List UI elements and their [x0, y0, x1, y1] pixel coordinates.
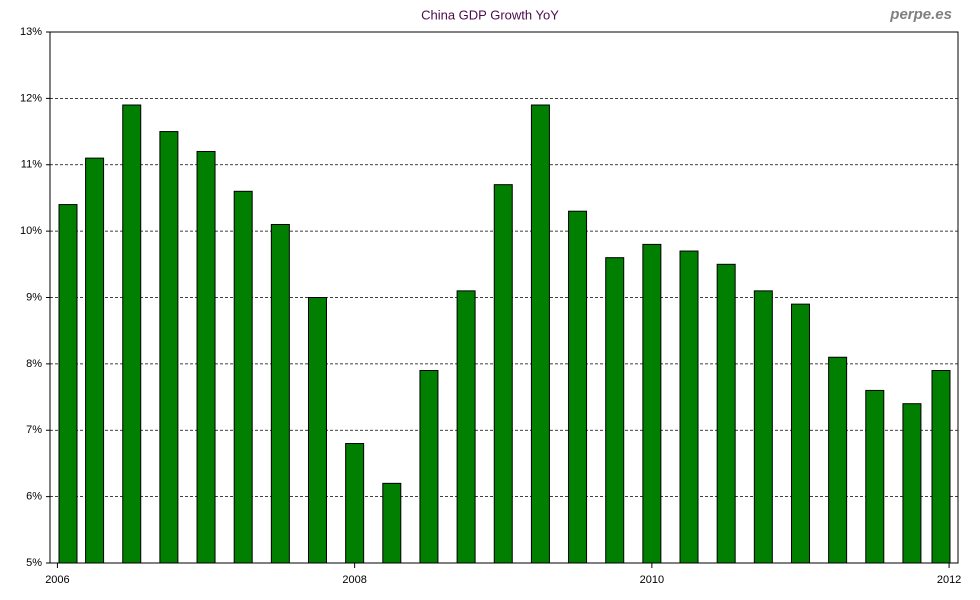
- bar: [307, 297, 327, 564]
- y-tick-label: 9%: [26, 291, 42, 303]
- bar: [679, 250, 699, 564]
- x-tick-label: 2012: [937, 574, 961, 586]
- bar: [716, 263, 736, 564]
- bar: [85, 157, 105, 564]
- bar: [493, 184, 513, 564]
- bar: [790, 303, 810, 564]
- chart-title: China GDP Growth YoY: [421, 7, 559, 22]
- bar: [456, 290, 476, 564]
- bar: [382, 482, 402, 564]
- x-tick-label: 2008: [342, 574, 366, 586]
- bar: [58, 204, 78, 564]
- bar: [270, 223, 290, 564]
- bar: [753, 290, 773, 564]
- bar: [568, 210, 588, 564]
- bar: [233, 190, 253, 564]
- bar: [345, 443, 365, 564]
- bar: [419, 370, 439, 564]
- bar: [902, 403, 922, 564]
- y-tick-label: 12%: [20, 92, 42, 104]
- y-tick-label: 6%: [26, 491, 42, 503]
- bar: [828, 356, 848, 564]
- watermark: perpe.es: [889, 6, 952, 23]
- bar: [605, 257, 625, 564]
- bar: [196, 150, 216, 564]
- y-tick-label: 5%: [26, 557, 42, 569]
- y-tick-label: 13%: [20, 26, 42, 38]
- y-tick-label: 11%: [21, 159, 42, 171]
- x-tick-label: 2010: [640, 574, 664, 586]
- bar: [931, 370, 951, 564]
- y-tick-label: 8%: [26, 358, 42, 370]
- x-tick-label: 2006: [45, 574, 69, 586]
- y-tick-label: 7%: [26, 424, 42, 436]
- bar: [865, 389, 885, 564]
- bar: [159, 131, 179, 564]
- bar: [530, 104, 550, 564]
- bar: [642, 243, 662, 564]
- y-tick-label: 10%: [20, 225, 42, 237]
- bar: [122, 104, 142, 564]
